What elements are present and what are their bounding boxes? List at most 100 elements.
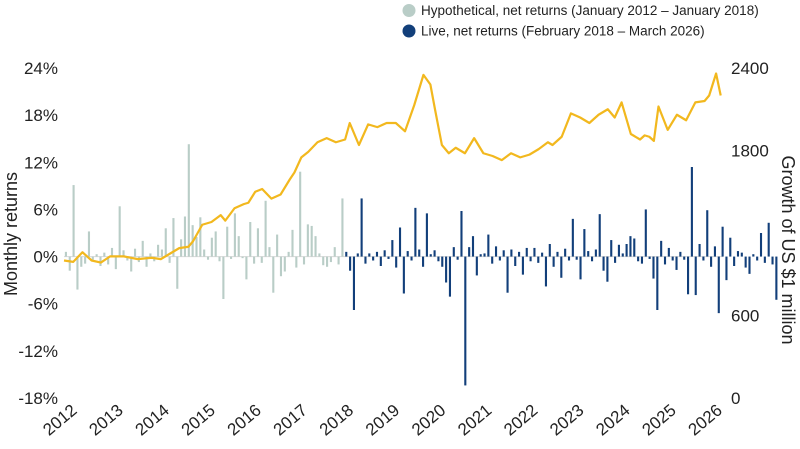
left-tick-label: 24% [24, 59, 58, 78]
live-return-bar [364, 256, 367, 264]
live-return-bar [740, 252, 743, 257]
x-tick-label: 2024 [592, 401, 633, 440]
return-bars [64, 144, 778, 386]
hypothetical-return-bar [172, 218, 175, 257]
live-return-bar [464, 256, 467, 386]
live-return-bar [702, 256, 705, 261]
live-return-bar [759, 233, 763, 257]
live-return-bar [395, 256, 398, 268]
live-return-bar [602, 256, 605, 271]
left-axis-ticks: 24% 18% 12% 6% 0% -6% -12% -18% [18, 59, 58, 408]
live-return-bar [514, 256, 517, 266]
live-return-bar [533, 247, 536, 257]
live-return-bar [633, 238, 636, 257]
live-return-bar [733, 256, 736, 266]
hypothetical-return-bar [110, 247, 114, 257]
live-return-bar [663, 256, 667, 265]
live-return-bar [717, 256, 720, 314]
live-return-bar [498, 256, 501, 261]
live-return-bar [548, 244, 551, 257]
live-return-bar [725, 256, 728, 281]
right-axis-title: Growth of US $1 million [778, 155, 798, 344]
live-return-bar [652, 256, 655, 279]
hypothetical-return-bar [291, 229, 294, 257]
hypothetical-return-bar [210, 237, 213, 257]
live-return-bar [360, 198, 363, 257]
live-return-bar [441, 256, 444, 267]
live-return-bar [763, 256, 766, 263]
live-return-bar [706, 210, 709, 257]
hypothetical-return-bar [287, 251, 290, 257]
x-tick-label: 2022 [500, 401, 541, 440]
hypothetical-return-bar [187, 144, 190, 257]
left-tick-label: 0% [33, 248, 58, 267]
live-return-bar [744, 256, 747, 268]
live-return-bar [422, 256, 425, 267]
right-tick-label: 1800 [731, 142, 769, 161]
live-return-bar [690, 167, 693, 257]
live-return-bar [487, 234, 490, 257]
hypothetical-return-bar [157, 244, 160, 257]
hypothetical-return-bar [237, 236, 240, 257]
hypothetical-return-bar [183, 216, 187, 257]
hypothetical-return-bar [141, 240, 144, 257]
left-tick-label: -6% [28, 295, 58, 314]
hypothetical-return-bar [283, 256, 286, 272]
live-return-bar [756, 256, 759, 261]
growth-line [63, 72, 722, 264]
hypothetical-return-bar [206, 256, 210, 260]
hypothetical-return-bar [337, 256, 340, 265]
hypothetical-return-bar [199, 217, 202, 257]
live-return-bar [483, 253, 486, 257]
live-return-bar [752, 254, 755, 257]
live-return-bar [660, 240, 663, 257]
live-return-bar [625, 244, 628, 257]
hypothetical-return-bar [329, 256, 332, 263]
live-return-bar [594, 249, 597, 257]
hypothetical-return-bar [130, 256, 133, 272]
hypothetical-return-bar [91, 256, 94, 260]
hypothetical-return-bar [295, 256, 298, 268]
hypothetical-return-bar [226, 226, 229, 257]
live-return-bar [629, 236, 632, 257]
live-return-bar [425, 213, 428, 257]
x-tick-label: 2015 [178, 401, 219, 440]
live-return-bar [368, 253, 371, 257]
hypothetical-return-bar [249, 222, 252, 257]
hypothetical-return-bar [272, 256, 275, 293]
hypothetical-return-bar [126, 256, 129, 261]
live-return-bar [456, 256, 459, 260]
hypothetical-return-bar [260, 256, 263, 263]
live-return-bar [383, 250, 386, 257]
growth-line-layer [63, 72, 722, 264]
live-return-bar [510, 249, 513, 257]
left-tick-label: -12% [18, 342, 58, 361]
x-tick-label: 2026 [685, 401, 726, 440]
hypothetical-return-bar [310, 225, 313, 257]
live-return-bar [606, 256, 609, 282]
live-return-bar [679, 251, 682, 257]
live-return-bar [748, 256, 751, 274]
live-return-bar [414, 207, 417, 257]
hypothetical-return-bar [230, 256, 233, 259]
hypothetical-return-bar [87, 231, 91, 257]
live-return-bar [567, 256, 571, 261]
live-return-bar [529, 256, 532, 262]
hypothetical-return-bar [326, 256, 329, 267]
live-return-bar [571, 218, 574, 257]
hypothetical-return-bar [99, 256, 102, 266]
live-return-bar [468, 247, 471, 257]
legend-label-live: Live, net returns (February 2018 – March… [421, 24, 705, 39]
live-return-bar [387, 256, 390, 259]
live-return-bar [521, 256, 524, 275]
x-tick-label: 2013 [85, 401, 126, 440]
x-tick-label: 2016 [224, 401, 265, 440]
live-return-bar [687, 256, 690, 295]
live-return-bar [372, 256, 375, 261]
hypothetical-return-bar [176, 256, 179, 289]
hypothetical-return-bar [264, 200, 267, 257]
live-return-bar [775, 256, 778, 300]
live-return-bar [518, 251, 521, 257]
left-tick-label: -18% [18, 389, 58, 408]
